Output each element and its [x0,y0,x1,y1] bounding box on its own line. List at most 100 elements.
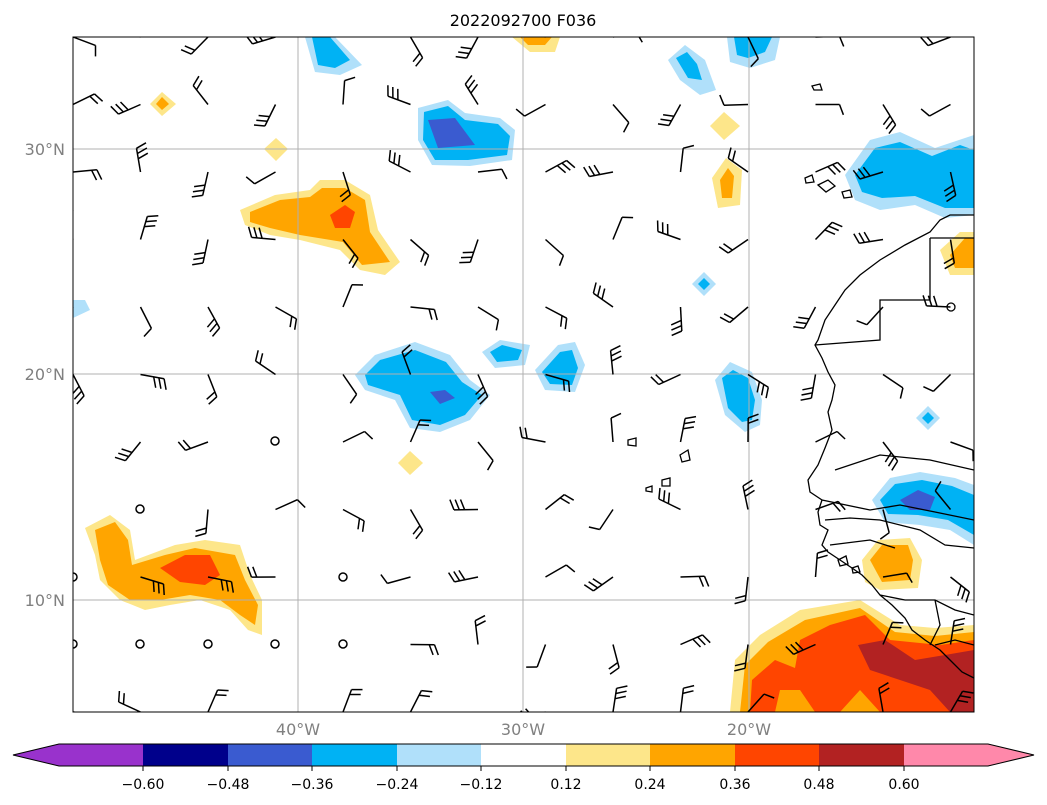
wind-barb [815,711,818,712]
wind-barb-feather [258,227,263,239]
wind-barb-feather [891,20,902,21]
wind-barb-feather [525,708,530,712]
wind-barb-feather [230,581,235,593]
wind-barb-feather [92,714,95,725]
colorbar-tick-label: 0.24 [634,777,665,793]
wind-barb-feather [361,520,365,532]
wind-barb-feather [339,189,350,198]
country-border [814,238,931,346]
wind-barb-feather [683,684,695,689]
wind-barb [478,711,479,712]
wind-barb-feather [671,330,683,337]
wind-barb [610,418,614,443]
wind-barb-feather [193,184,206,188]
wind-barb-feather [765,387,770,399]
wind-barb-feather [501,168,508,180]
wind-barb-feather [837,500,846,511]
wind-barb-feather [110,105,120,115]
colorbar-tick-label: 0.36 [719,777,750,793]
colorbar-segment [650,744,735,766]
wind-barb-feather [920,108,930,117]
lon-label-40w: 40°W [276,720,320,739]
wind-barb-feather [750,58,759,68]
wind-barb-feather [657,123,670,127]
lon-label-20w: 20°W [727,720,771,739]
wind-barb-feather [561,162,571,171]
wind-barb-feather [742,479,753,487]
wind-barb-feather [957,699,969,703]
wind-barb-feather [734,667,746,672]
calm-circle [338,639,348,649]
wind-barb-feather [882,115,891,126]
wind-barb-feather [593,164,601,175]
wind-barb-feather [45,501,50,511]
wind-barb-feather [191,194,203,198]
wind-barb [342,239,359,259]
wind-barb-feather [615,690,627,695]
island [661,477,671,487]
wind-barb [878,688,884,712]
wind-barb [926,305,951,308]
wind-barb [612,217,623,240]
wind-barb-feather [143,327,152,338]
wind-barb [342,430,365,443]
wind-barb-feather [195,532,207,538]
wind-barb-feather [475,620,486,627]
wind-barb-feather [601,288,606,300]
wind-barb-feather [420,251,426,263]
wind-barb-feather [475,386,484,396]
wind-barb [139,216,149,240]
wind-barb [207,306,221,329]
wind-barb [680,37,682,38]
wind-barb [342,689,353,712]
wind-barb-feather [922,295,928,307]
wind-barb-feather [403,349,413,358]
negative-anomaly-region [365,350,482,425]
wind-barb [73,37,96,47]
wind-barb-feather [184,45,196,51]
wind-barb-feather [800,397,812,401]
wind-barb-feather [258,37,264,42]
wind-barb [747,37,759,60]
wind-barb-feather [206,318,216,328]
negative-anomaly-region [428,118,475,148]
wind-barb [727,157,749,173]
negative-anomaly-region [855,142,974,208]
wind-barb [477,374,489,397]
wind-barb [929,103,951,117]
wind-barb-feather [477,391,487,400]
colorbar-segment-highest [904,744,1034,766]
wind-barb-feather [760,384,765,396]
colorbar-segment [397,744,481,766]
wind-barb [793,643,816,655]
wind-barb-feather [857,168,866,178]
wind-barb-feather [114,456,126,462]
wind-barb-feather [697,636,706,646]
wind-barb-feather [959,695,971,699]
wind-barb [73,93,95,106]
positive-anomaly-region [720,168,734,198]
wind-barb-feather [692,638,702,648]
wind-barb [727,238,749,254]
wind-barb-feather [944,189,955,197]
negative-anomaly-region [430,390,455,404]
wind-barb-feather [559,497,570,505]
wind-barb-feather [225,580,229,592]
wind-barb-feather [892,621,904,624]
wind-barb-feather [459,499,466,510]
wind-barb [927,37,951,47]
wind-barb [124,441,142,462]
wind-barb-feather [519,426,523,438]
wind-barb-feather [351,257,359,269]
wind-barb-feather [247,226,253,238]
wind-barb-feather [515,108,525,117]
wind-barb [810,374,817,399]
plot-title: 2022092700 F036 [450,11,597,30]
wind-barb [465,37,479,59]
wind-barb-feather [253,227,258,239]
wind-barb-feather [887,456,896,467]
wind-barb-feather [565,564,576,573]
wind-barb [882,441,899,462]
wind-barb [409,37,424,59]
negative-anomaly-region [922,412,934,424]
